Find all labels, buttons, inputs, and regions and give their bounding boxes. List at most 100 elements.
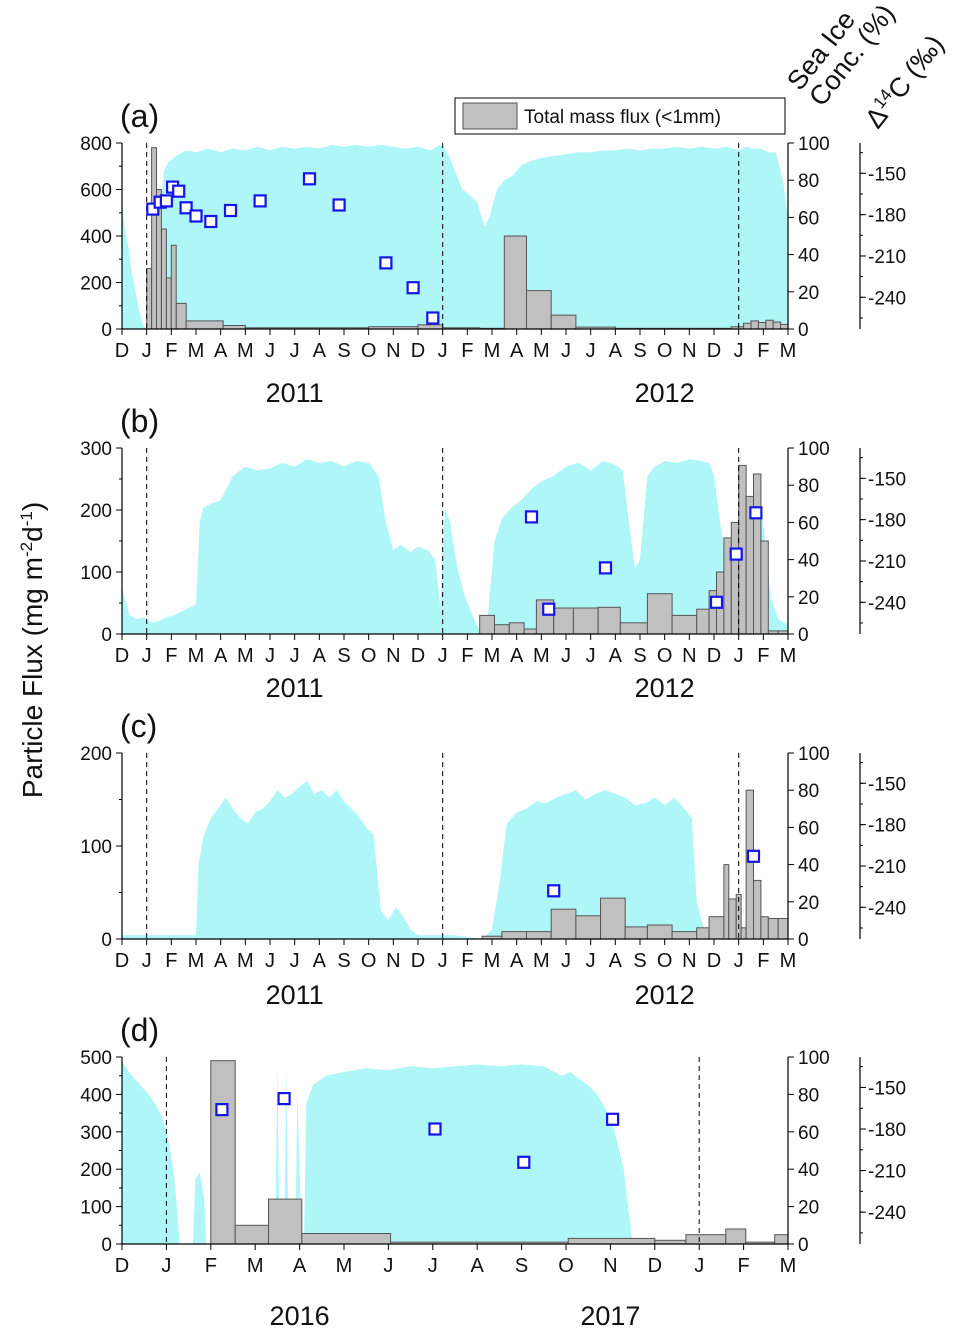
sea-ice-area [122,459,788,634]
month-label: D [411,950,425,972]
ice-tick-label: 80 [798,171,819,192]
month-label: J [265,340,275,362]
year-label: 2011 [266,980,324,1010]
month-label: J [586,340,596,362]
month-label: D [115,340,129,362]
month-label: A [609,645,623,667]
ice-tick-label: 60 [798,818,819,839]
mass-flux-bar [523,628,537,635]
d14c-tick-label: -180 [868,1120,906,1141]
month-label: O [657,645,673,667]
mass-flux-bar [760,916,769,940]
ice-tick-label: 20 [798,893,819,914]
d14c-point [302,172,317,186]
month-label: D [115,1255,129,1277]
d14c-tick-label: -150 [868,469,906,490]
y-tick-label: 0 [101,320,112,341]
legend-swatch [462,102,518,130]
mass-flux-bar [696,927,710,940]
month-label: J [734,645,744,667]
month-label: M [780,340,797,362]
month-label: M [188,340,205,362]
d14c-point [517,1155,531,1169]
month-label: A [510,340,524,362]
ice-tick-label: 20 [798,283,819,304]
month-label: J [428,1255,438,1277]
month-label: F [165,645,177,667]
mass-flux-bar [765,319,774,330]
mass-flux-bar [723,864,730,940]
mass-flux-bar [550,314,577,330]
month-label: M [336,1255,353,1277]
y-tick-label: 500 [80,1048,112,1069]
mass-flux-bar [753,473,762,635]
mass-flux-bar [725,1228,747,1245]
mass-flux-bar [760,540,769,635]
month-label: F [205,1255,217,1277]
month-label: M [533,645,550,667]
month-label: F [757,645,769,667]
d14c-tick-label: -210 [868,552,906,573]
y-tick-label: 100 [80,563,112,584]
mass-flux-bar [526,931,552,940]
month-label: A [313,645,327,667]
month-label: M [237,645,254,667]
mass-flux-bar [210,1060,236,1245]
month-label: F [757,950,769,972]
mass-flux-bar [597,606,621,635]
y-tick-label: 100 [80,1198,112,1219]
ice-tick-label: 20 [798,1198,819,1219]
d14c-point [172,184,186,198]
month-label: J [586,645,596,667]
month-label: O [361,645,377,667]
ice-tick-label: 0 [798,930,809,951]
mass-flux-bar [774,1234,789,1245]
ice-tick-label: 40 [798,246,819,267]
mass-flux-bar [575,915,602,940]
d14c-point [547,884,561,898]
month-label: J [142,340,152,362]
month-label: A [510,950,524,972]
legend-label: Total mass flux (<1mm) [524,107,721,128]
month-label: A [214,645,228,667]
month-label: J [290,950,300,972]
year-label: 2012 [635,980,695,1010]
d14c-point [524,510,539,524]
month-label: A [214,340,228,362]
month-label: O [657,950,673,972]
sea-ice-area [122,144,788,329]
year-label: 2011 [266,673,324,703]
month-label: F [461,645,473,667]
month-label: J [265,950,275,972]
mass-flux-bar [728,898,737,940]
ice-tick-label: 100 [798,439,830,460]
month-label: A [313,950,327,972]
month-label: J [290,340,300,362]
month-label: F [165,340,177,362]
d14c-point [179,201,193,215]
mass-flux-bar [146,268,153,330]
mass-flux-bar [745,789,754,940]
mass-flux-bar [417,324,444,330]
d14c-point [749,506,763,520]
year-label: 2012 [635,673,695,703]
mass-flux-bar [671,931,698,940]
d14c-point [542,602,556,616]
mass-flux-bar [161,228,167,330]
d14c-point [729,547,743,561]
y-tick-label: 400 [80,1085,112,1106]
month-label: J [586,950,596,972]
month-label: M [484,950,501,972]
month-label: J [734,950,744,972]
mass-flux-bar [646,593,673,635]
month-label: M [237,950,254,972]
d14c-tick-label: -150 [868,774,906,795]
month-label: M [237,340,254,362]
mass-flux-bar [750,320,759,330]
month-label: S [633,340,646,362]
mass-flux-bar [780,323,789,330]
month-label: M [484,645,501,667]
month-label: S [337,340,350,362]
month-label: D [411,340,425,362]
